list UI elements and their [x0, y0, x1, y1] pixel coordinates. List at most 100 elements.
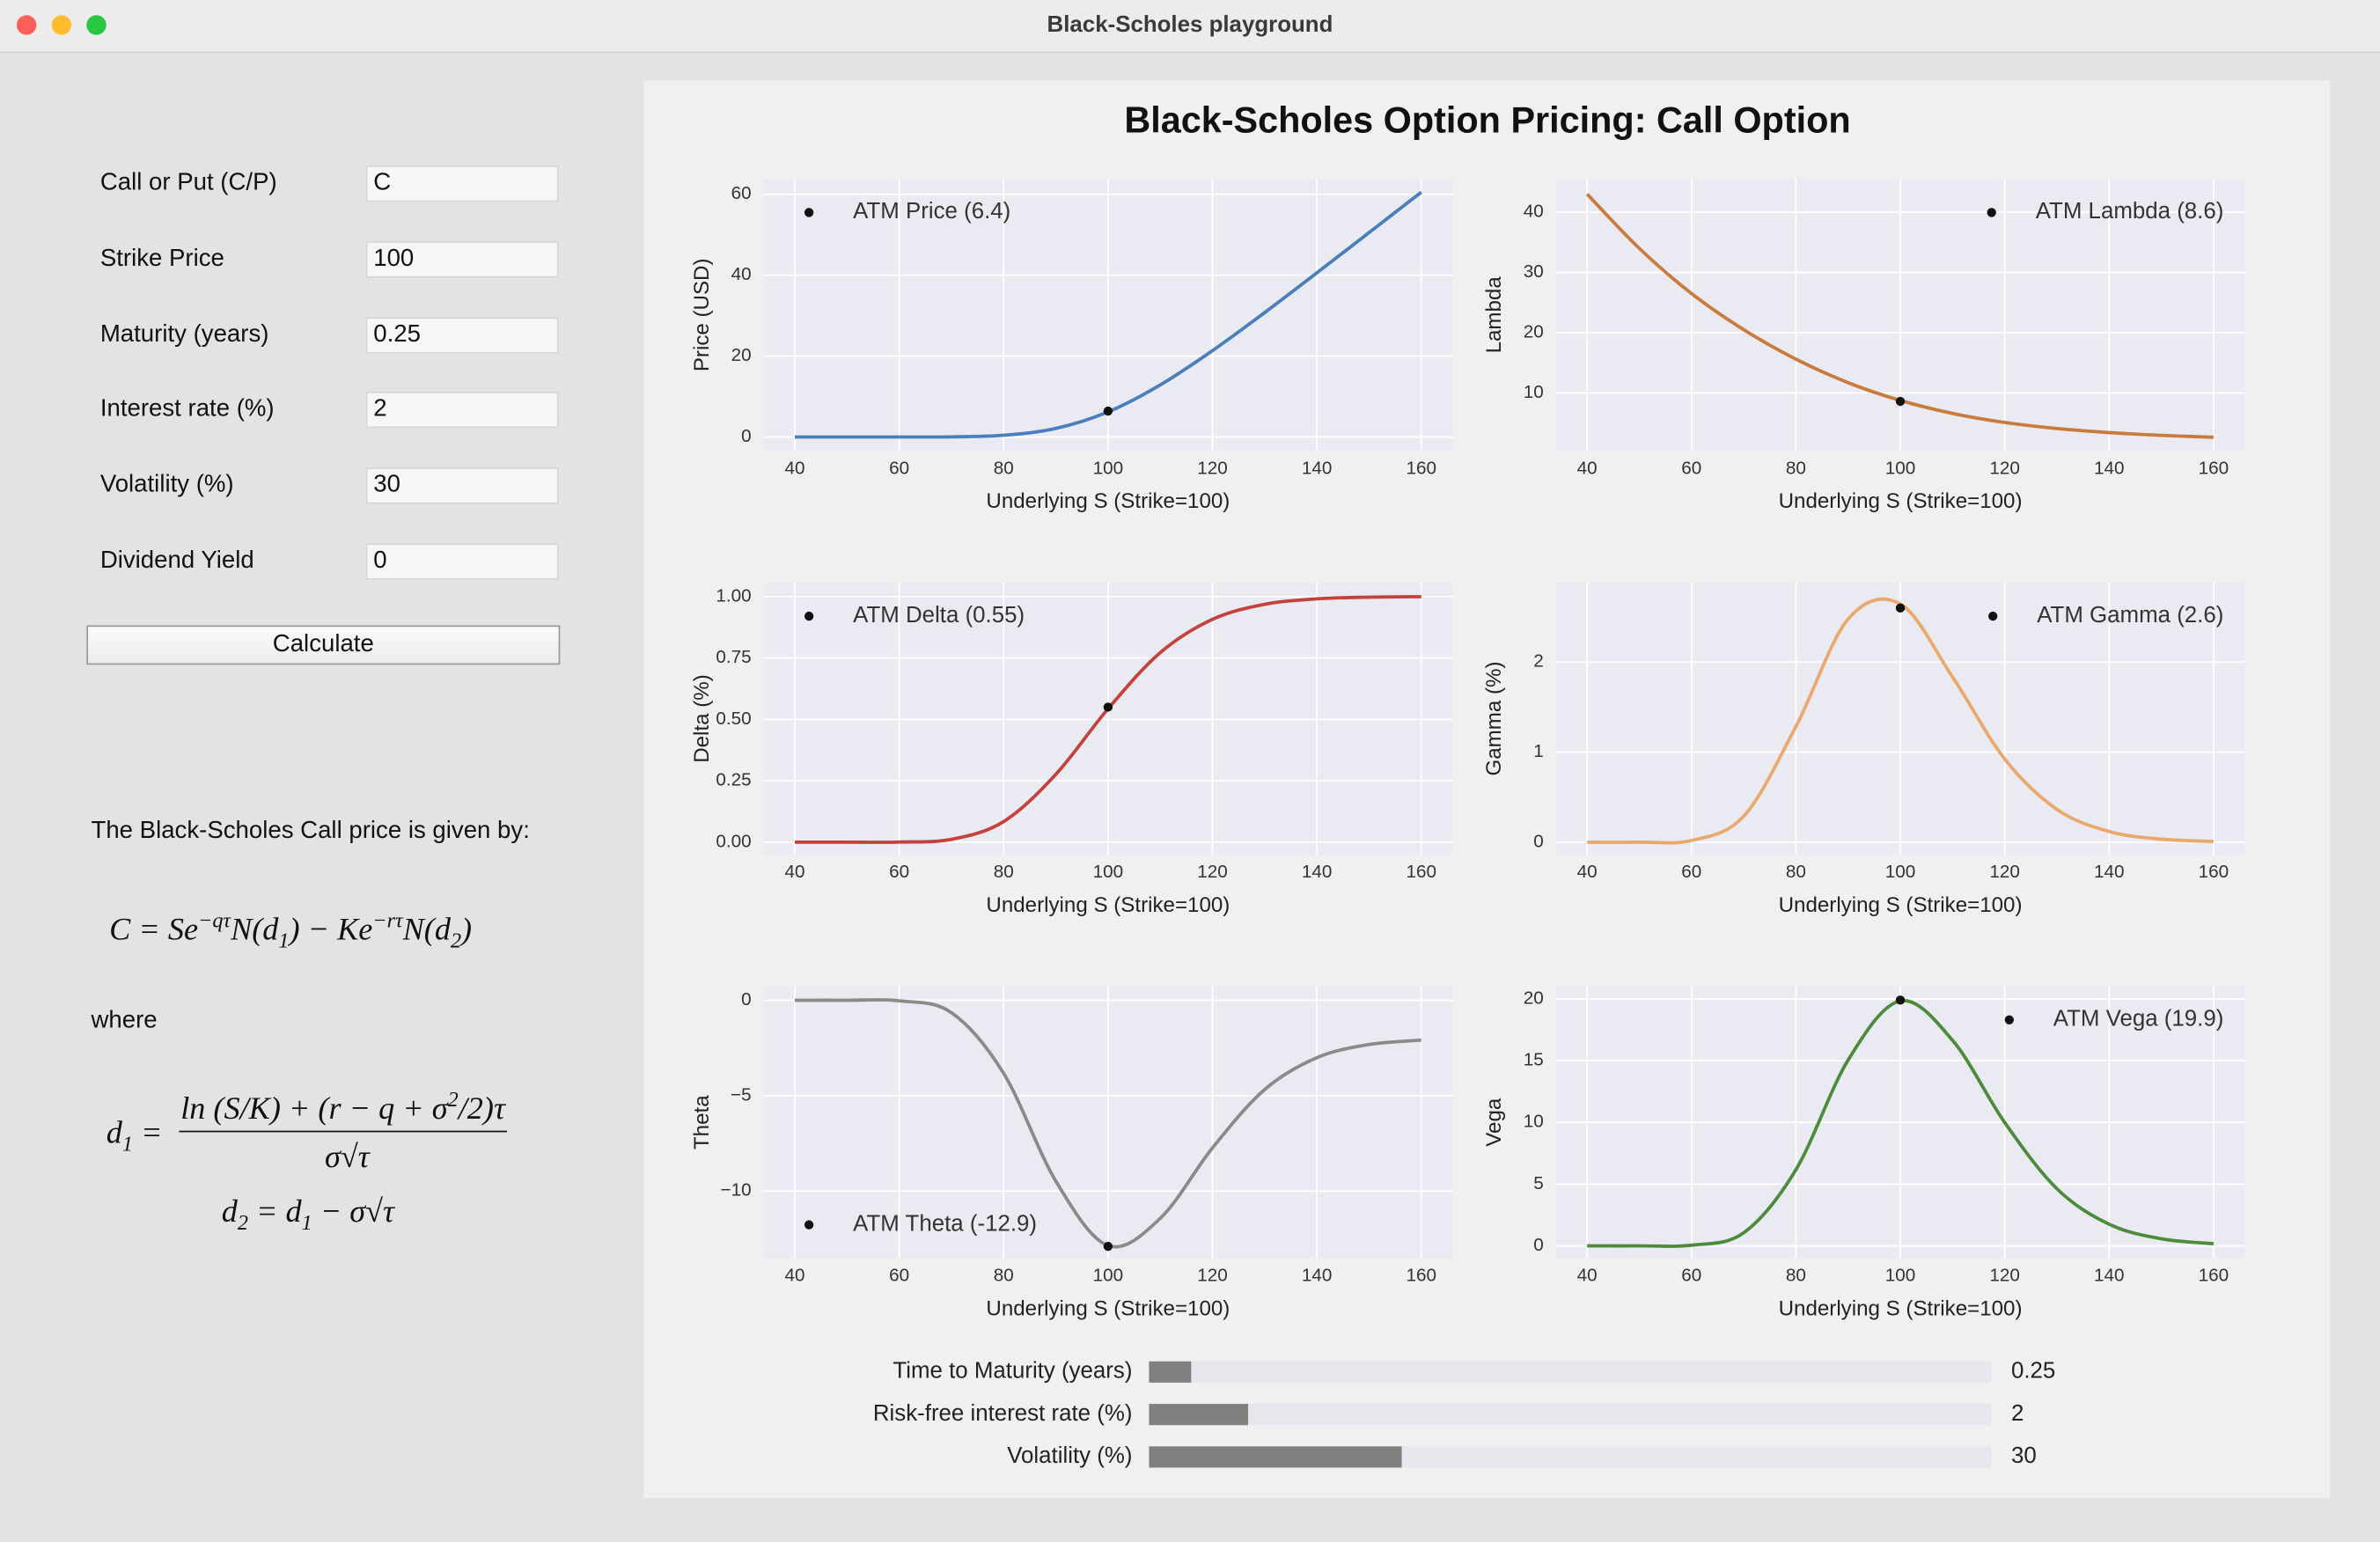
- call-formula: C = Se−qτN(d1) − Ke−rτN(d2): [109, 911, 472, 955]
- slider-fill[interactable]: [1149, 1361, 1192, 1383]
- x-tick-label: 140: [2094, 1266, 2125, 1286]
- y-tick-label: 30: [1524, 261, 1544, 282]
- y-axis-label: Price (USD): [690, 258, 714, 371]
- subplot: 40 60 80 100 120 140 160 0 −5 −10 Underlying S (St…: [690, 986, 1453, 1321]
- field-label: Volatility (%): [99, 472, 234, 498]
- x-tick-label: 80: [1786, 1266, 1806, 1286]
- x-tick-label: 40: [1577, 458, 1598, 478]
- field-label: Strike Price: [99, 246, 224, 272]
- slider-track: [1149, 1404, 1992, 1426]
- x-tick-label: 120: [1197, 1266, 1228, 1286]
- y-tick-label: −10: [721, 1180, 752, 1201]
- zoom-button[interactable]: [86, 15, 107, 35]
- y-tick-label: 10: [1524, 382, 1544, 402]
- formula-part: d: [221, 1193, 238, 1230]
- x-tick-label: 60: [1681, 458, 1701, 478]
- legend-marker: [804, 208, 814, 217]
- formula-part: 2: [237, 1213, 248, 1236]
- x-tick-label: 160: [2199, 458, 2229, 478]
- figure-title: Black-Scholes Option Pricing: Call Optio…: [1124, 100, 1850, 141]
- text-input[interactable]: 0.25: [365, 316, 559, 354]
- formula-part: 1: [278, 930, 290, 954]
- formula-part: 1: [121, 1134, 133, 1157]
- x-axis-label: Underlying S (Strike=100): [1779, 489, 2023, 513]
- x-tick-label: 40: [1577, 862, 1598, 882]
- where-text: where: [91, 1008, 158, 1034]
- x-tick-label: 80: [994, 458, 1014, 478]
- x-tick-label: 80: [1786, 458, 1806, 478]
- y-axis-label: Lambda: [1482, 276, 1506, 354]
- slider-fill[interactable]: [1149, 1446, 1402, 1468]
- subplot: 40 60 80 100 120 140 160 0 1 2 Underlying S (Strik…: [1482, 583, 2245, 917]
- x-tick-label: 140: [2094, 458, 2125, 478]
- x-axis-label: Underlying S (Strike=100): [986, 893, 1230, 917]
- subplot: 40 60 80 100 120 140 160 10 20 30 40 Underlying S (…: [1482, 179, 2245, 513]
- x-tick-label: 60: [1681, 862, 1701, 882]
- text-input[interactable]: C: [365, 165, 559, 202]
- legend-label: ATM Delta (0.55): [853, 603, 1025, 628]
- slider-value: 30: [2011, 1443, 2037, 1468]
- y-tick-label: 40: [1524, 202, 1544, 222]
- x-tick-label: 160: [1406, 1266, 1436, 1286]
- close-button[interactable]: [16, 15, 37, 35]
- x-tick-label: 80: [994, 862, 1014, 882]
- x-tick-label: 80: [1786, 862, 1806, 882]
- y-tick-label: 0: [741, 426, 752, 446]
- x-tick-label: 140: [2094, 862, 2125, 882]
- field-label: Call or Put (C/P): [99, 170, 277, 196]
- x-tick-label: 100: [1093, 862, 1124, 882]
- formula-part: N(d: [402, 910, 451, 948]
- legend-marker: [2004, 1015, 2014, 1024]
- x-tick-label: 60: [1681, 1266, 1701, 1286]
- title-bar: Black-Scholes playground: [0, 0, 2380, 54]
- x-tick-label: 100: [1093, 458, 1124, 478]
- x-tick-label: 140: [1302, 458, 1333, 478]
- y-axis-label: Delta (%): [690, 674, 714, 763]
- d1-denominator: σ√τ: [325, 1138, 370, 1175]
- minimize-button[interactable]: [51, 15, 72, 35]
- y-tick-label: 0: [1533, 1235, 1544, 1255]
- calculate-button[interactable]: Calculate: [86, 625, 561, 665]
- x-tick-label: 120: [1989, 1266, 2020, 1286]
- x-axis-label: Underlying S (Strike=100): [986, 1297, 1230, 1321]
- x-tick-label: 120: [1197, 458, 1228, 478]
- atm-marker: [1895, 396, 1906, 407]
- y-axis-label: Theta: [690, 1095, 714, 1149]
- text-input[interactable]: 100: [365, 240, 559, 278]
- d1-numerator: ln (S/K) + (r − q + σ2/2)τ: [179, 1090, 507, 1133]
- y-tick-label: 20: [731, 345, 752, 365]
- text-input[interactable]: 0: [365, 543, 559, 580]
- x-tick-label: 100: [1093, 1266, 1124, 1286]
- y-tick-label: 0.50: [716, 709, 751, 729]
- legend-marker: [804, 1220, 814, 1230]
- formula-part: d: [106, 1113, 122, 1151]
- y-tick-label: 0.00: [716, 831, 751, 851]
- formula-part: =: [132, 1113, 163, 1151]
- x-tick-label: 120: [1197, 862, 1228, 882]
- atm-marker: [1103, 1241, 1113, 1252]
- formula-part: 2: [447, 1090, 459, 1112]
- x-tick-label: 100: [1885, 458, 1916, 478]
- slider-fill[interactable]: [1149, 1404, 1249, 1426]
- figure: Black-Scholes Option Pricing: Call Optio…: [643, 80, 2331, 1498]
- text-input[interactable]: 30: [365, 467, 559, 504]
- field-label: Dividend Yield: [99, 547, 254, 574]
- x-tick-label: 120: [1989, 458, 2020, 478]
- x-axis-label: Underlying S (Strike=100): [1779, 1297, 2023, 1321]
- y-tick-label: 0.75: [716, 647, 751, 667]
- y-tick-label: 10: [1524, 1112, 1544, 1132]
- x-tick-label: 140: [1302, 862, 1333, 882]
- legend-marker: [1987, 208, 1996, 217]
- x-tick-label: 60: [889, 458, 909, 478]
- slider-label: Volatility (%): [1007, 1443, 1132, 1468]
- y-tick-label: 5: [1533, 1173, 1544, 1193]
- legend-label: ATM Vega (19.9): [2053, 1007, 2224, 1032]
- text-input[interactable]: 2: [365, 392, 559, 429]
- x-tick-label: 140: [1302, 1266, 1333, 1286]
- window-title: Black-Scholes playground: [1047, 11, 1333, 39]
- y-tick-label: 0: [1533, 831, 1544, 851]
- x-tick-label: 60: [889, 1266, 909, 1286]
- line-series: [795, 190, 1422, 439]
- formula-part: −rτ: [372, 910, 403, 934]
